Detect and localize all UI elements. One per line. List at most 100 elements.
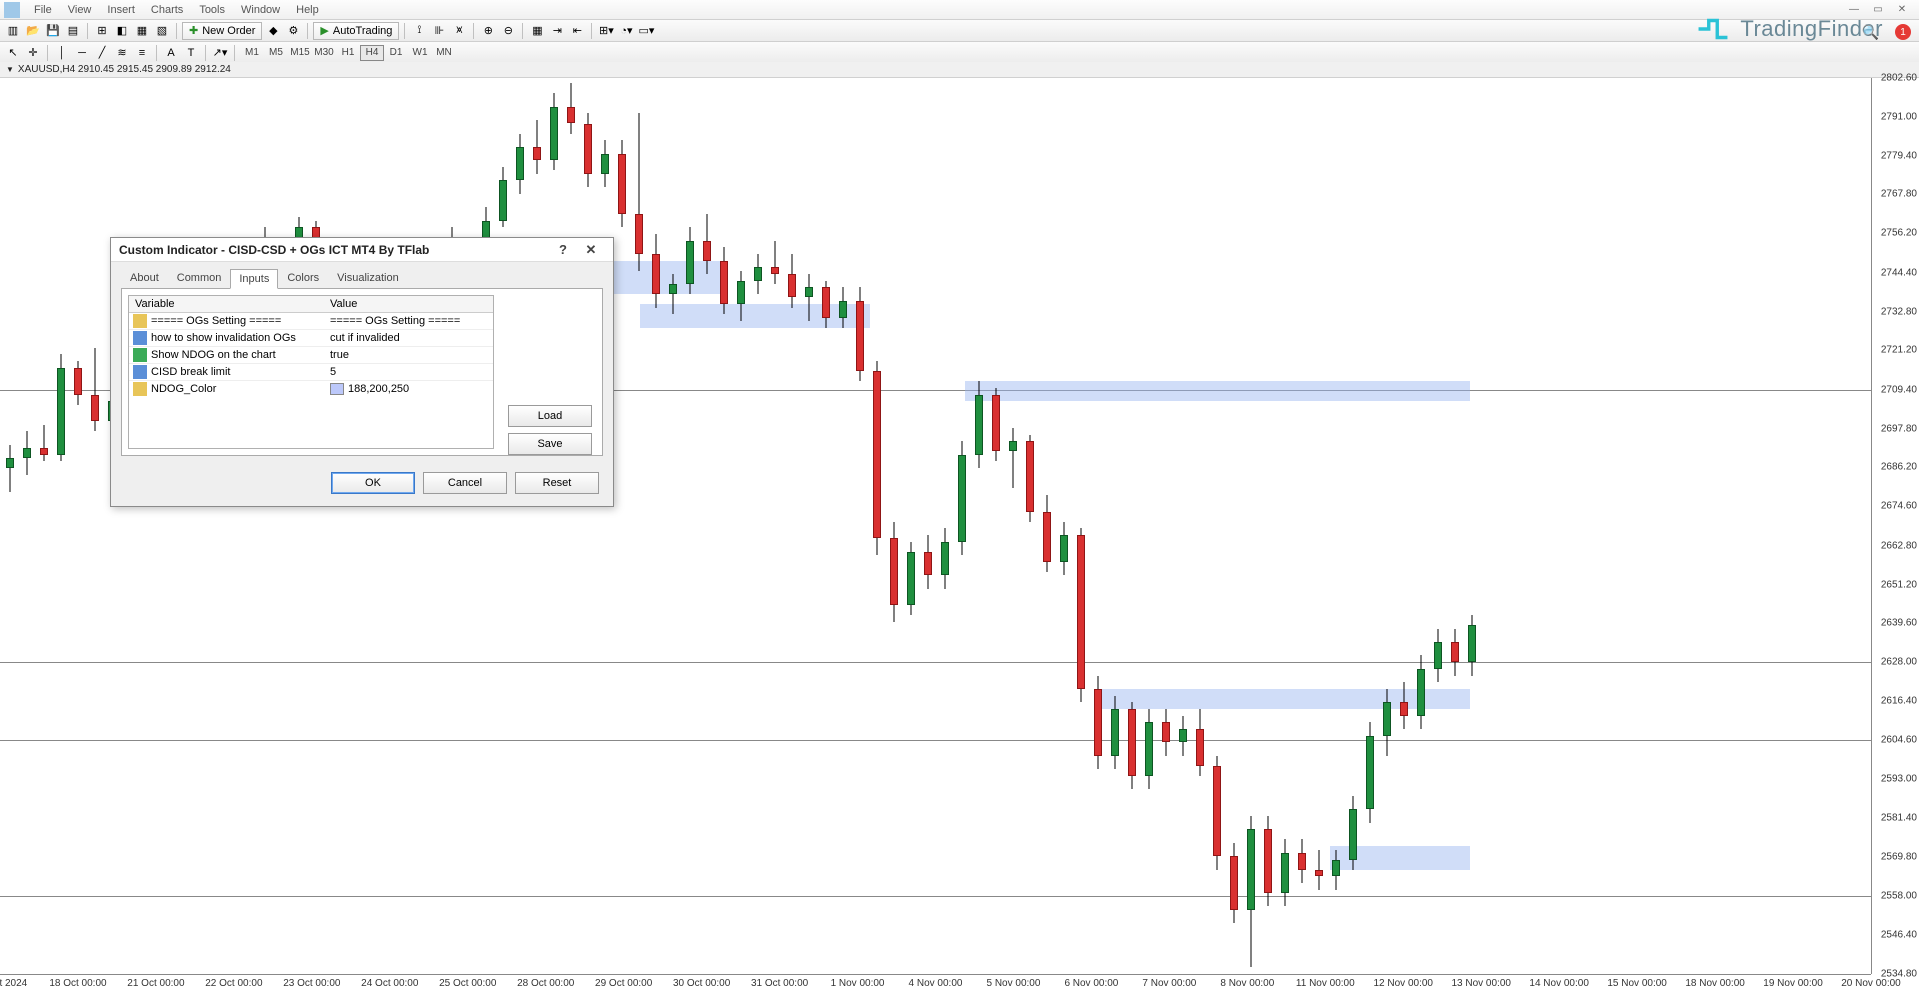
text-icon[interactable]: A xyxy=(162,44,180,62)
param-type-icon xyxy=(133,365,147,379)
candle xyxy=(958,78,966,974)
param-variable: ===== OGs Setting ===== xyxy=(151,315,281,327)
menu-window[interactable]: Window xyxy=(233,2,288,18)
open-icon[interactable]: 📂 xyxy=(24,22,42,40)
trendline-icon[interactable]: ╱ xyxy=(93,44,111,62)
channel-icon[interactable]: ≋ xyxy=(113,44,131,62)
periods-icon[interactable]: ◔▾ xyxy=(617,22,635,40)
new-order-button[interactable]: ✚ New Order xyxy=(182,22,262,40)
vline-icon[interactable]: │ xyxy=(53,44,71,62)
zoom-in-icon[interactable]: ⊕ xyxy=(479,22,497,40)
hline-icon[interactable]: ─ xyxy=(73,44,91,62)
brand-icon xyxy=(1696,12,1730,46)
price-tick: 2744.40 xyxy=(1881,267,1917,278)
timeframe-w1[interactable]: W1 xyxy=(408,45,432,61)
market-watch-icon[interactable]: ⊞ xyxy=(93,22,111,40)
reset-button[interactable]: Reset xyxy=(515,472,599,494)
search-icon[interactable]: 🔍 xyxy=(1862,24,1879,41)
table-row[interactable]: how to show invalidation OGscut if inval… xyxy=(129,330,493,347)
ok-button[interactable]: OK xyxy=(331,472,415,494)
fibo-icon[interactable]: ≡ xyxy=(133,44,151,62)
table-row[interactable]: ===== OGs Setting ========== OGs Setting… xyxy=(129,313,493,330)
inputs-table[interactable]: Variable Value ===== OGs Setting =======… xyxy=(128,295,494,449)
timeframe-m30[interactable]: M30 xyxy=(312,45,336,61)
candle xyxy=(924,78,932,974)
param-variable: Show NDOG on the chart xyxy=(151,349,276,361)
tile-icon[interactable]: ▦ xyxy=(528,22,546,40)
timeframe-h4[interactable]: H4 xyxy=(360,45,384,61)
navigator-icon[interactable]: ◧ xyxy=(113,22,131,40)
tab-visualization[interactable]: Visualization xyxy=(328,268,408,288)
price-tick: 2686.20 xyxy=(1881,462,1917,473)
help-button[interactable]: ? xyxy=(549,242,577,257)
zoom-out-icon[interactable]: ⊖ xyxy=(499,22,517,40)
param-value: 5 xyxy=(330,366,336,378)
chart-canvas[interactable] xyxy=(0,78,1871,974)
label-icon[interactable]: T xyxy=(182,44,200,62)
candle xyxy=(414,78,422,974)
cursor-icon[interactable]: ↖ xyxy=(4,44,22,62)
candle xyxy=(1315,78,1323,974)
bar-chart-icon[interactable]: ⟟ xyxy=(410,22,428,40)
menu-file[interactable]: File xyxy=(26,2,60,18)
table-row[interactable]: Show NDOG on the charttrue xyxy=(129,347,493,364)
new-chart-icon[interactable]: ▥ xyxy=(4,22,22,40)
dialog-close-button[interactable]: ✕ xyxy=(577,242,605,258)
table-header: Variable Value xyxy=(129,296,493,313)
crosshair-icon[interactable]: ✛ xyxy=(24,44,42,62)
auto-scroll-icon[interactable]: ⇥ xyxy=(548,22,566,40)
candle xyxy=(754,78,762,974)
candle xyxy=(839,78,847,974)
save-button[interactable]: Save xyxy=(508,433,592,455)
color-swatch xyxy=(330,383,344,395)
candle xyxy=(788,78,796,974)
menu-help[interactable]: Help xyxy=(288,2,327,18)
candle-chart-icon[interactable]: ⊪ xyxy=(430,22,448,40)
price-tick: 2651.20 xyxy=(1881,579,1917,590)
cancel-button[interactable]: Cancel xyxy=(423,472,507,494)
load-button[interactable]: Load xyxy=(508,405,592,427)
candle xyxy=(312,78,320,974)
arrows-icon[interactable]: ↗▾ xyxy=(211,44,229,62)
table-row[interactable]: CISD break limit5 xyxy=(129,364,493,381)
menu-insert[interactable]: Insert xyxy=(99,2,143,18)
time-tick: 11 Nov 00:00 xyxy=(1296,978,1355,989)
candle xyxy=(1451,78,1459,974)
timeframe-mn[interactable]: MN xyxy=(432,45,456,61)
notification-badge[interactable]: 1 xyxy=(1895,24,1911,40)
tab-colors[interactable]: Colors xyxy=(278,268,328,288)
time-tick: 31 Oct 00:00 xyxy=(751,978,808,989)
candle xyxy=(261,78,269,974)
indicators-icon[interactable]: ⊞▾ xyxy=(597,22,615,40)
chart-dropdown-icon[interactable]: ▼ xyxy=(6,65,14,74)
strategy-tester-icon[interactable]: ▧ xyxy=(153,22,171,40)
profile-icon[interactable]: ▤ xyxy=(64,22,82,40)
close-button[interactable]: ✕ xyxy=(1891,2,1913,18)
terminal-icon[interactable]: ▦ xyxy=(133,22,151,40)
table-row[interactable]: NDOG_Color188,200,250 xyxy=(129,381,493,397)
time-tick: 4 Nov 00:00 xyxy=(909,978,963,989)
menu-charts[interactable]: Charts xyxy=(143,2,191,18)
menu-tools[interactable]: Tools xyxy=(191,2,233,18)
timeframe-d1[interactable]: D1 xyxy=(384,45,408,61)
tab-about[interactable]: About xyxy=(121,268,168,288)
timeframe-h1[interactable]: H1 xyxy=(336,45,360,61)
timeframe-m5[interactable]: M5 xyxy=(264,45,288,61)
save-icon[interactable]: 💾 xyxy=(44,22,62,40)
tab-inputs[interactable]: Inputs xyxy=(230,269,278,289)
menu-view[interactable]: View xyxy=(60,2,100,18)
timeframe-m1[interactable]: M1 xyxy=(240,45,264,61)
options-icon[interactable]: ⚙ xyxy=(284,22,302,40)
autotrading-button[interactable]: ▶ AutoTrading xyxy=(313,22,399,40)
templates-icon[interactable]: ▭▾ xyxy=(637,22,655,40)
time-tick: 28 Oct 00:00 xyxy=(517,978,574,989)
candle xyxy=(159,78,167,974)
line-chart-icon[interactable]: ⩙ xyxy=(450,22,468,40)
meta-editor-icon[interactable]: ◆ xyxy=(264,22,282,40)
time-tick: 30 Oct 00:00 xyxy=(673,978,730,989)
tab-common[interactable]: Common xyxy=(168,268,231,288)
menu-bar: FileViewInsertChartsToolsWindowHelp — ▭ … xyxy=(0,0,1919,20)
candle xyxy=(244,78,252,974)
chart-shift-icon[interactable]: ⇤ xyxy=(568,22,586,40)
timeframe-m15[interactable]: M15 xyxy=(288,45,312,61)
